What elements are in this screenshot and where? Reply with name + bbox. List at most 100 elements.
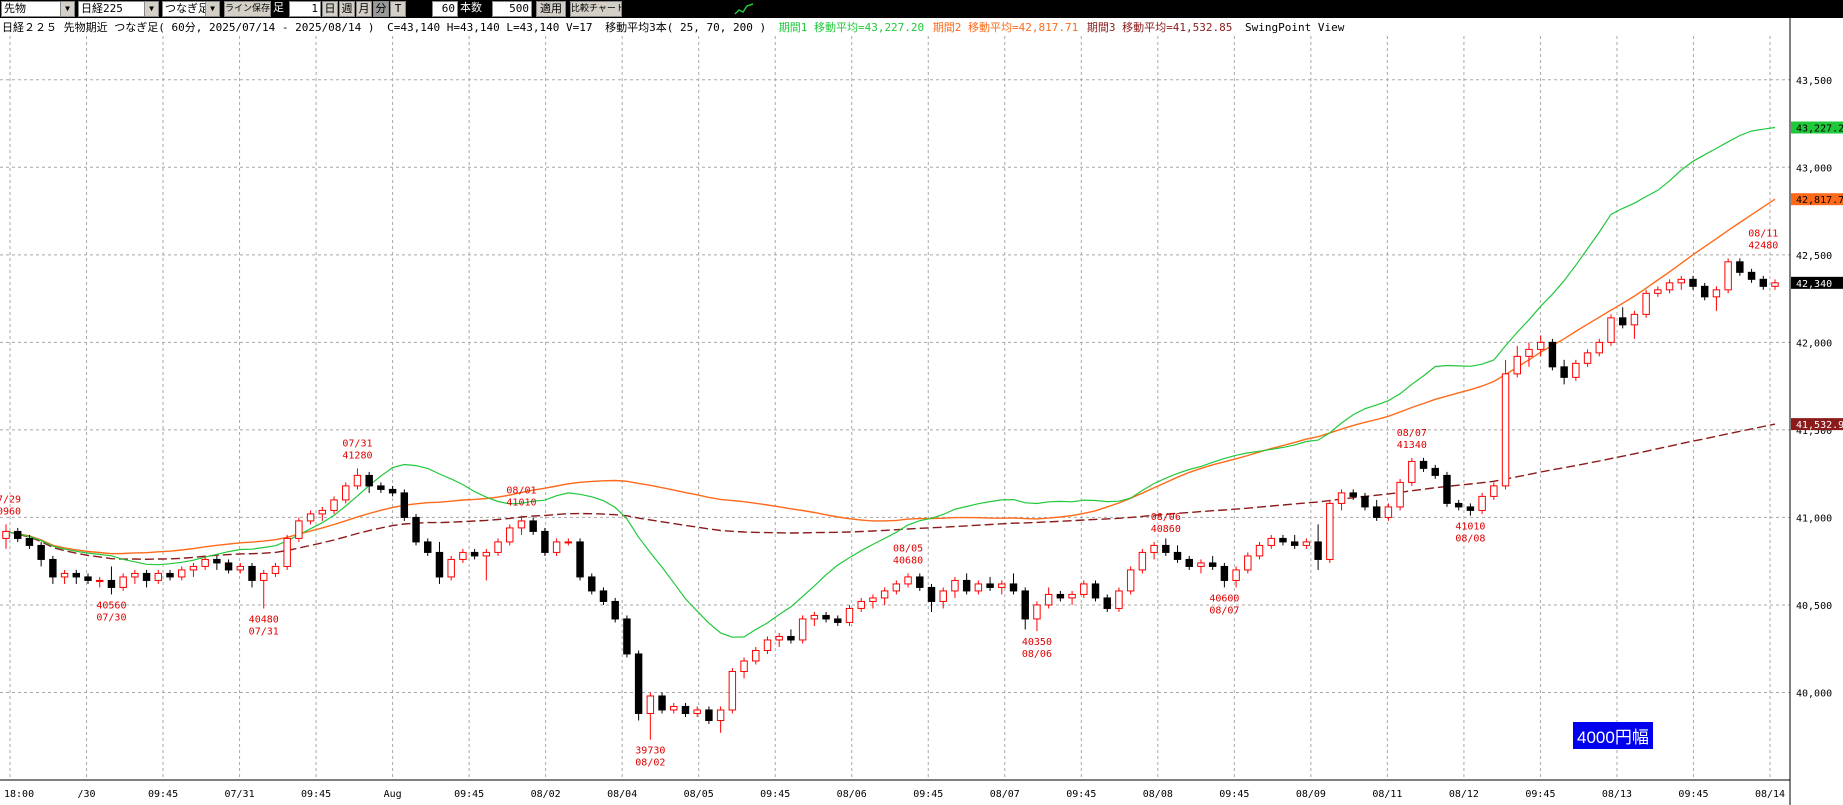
candle-body (1689, 278, 1697, 287)
candle-body (658, 695, 666, 711)
candle-body (1314, 541, 1322, 560)
candle-body (529, 520, 537, 532)
candle-body (986, 583, 994, 588)
candle-body (588, 576, 596, 592)
candle-body (295, 520, 303, 539)
candle-body (834, 618, 842, 623)
apply-button[interactable]: 適用 (536, 1, 566, 17)
period-button-minute[interactable]: 分 (373, 1, 389, 17)
x-tick-label: 08/07 (990, 789, 1020, 800)
candle-body (927, 586, 936, 602)
candle-body (716, 709, 725, 721)
candle-body (107, 579, 116, 588)
candle-body (1009, 583, 1018, 592)
candle-body (13, 530, 22, 539)
candle-body (1583, 352, 1592, 364)
swing-label: 07/31 (249, 626, 279, 637)
candle-body (974, 583, 983, 592)
interval-input[interactable]: 1 (289, 1, 321, 17)
candle-body (962, 579, 971, 592)
type-select[interactable]: つなぎ足 ▼ (162, 1, 220, 17)
candle-body (822, 614, 830, 620)
candle-body (84, 576, 92, 581)
candle-body (1197, 562, 1205, 567)
candle-body (424, 541, 432, 553)
y-tick-label: 43,000 (1796, 163, 1832, 174)
x-tick-label: Aug (384, 789, 402, 800)
candle-body (1654, 289, 1662, 294)
swing-label: 40350 (1022, 637, 1052, 648)
candle-body (37, 544, 45, 560)
swing-label: 40560 (96, 600, 126, 611)
candle-body (904, 576, 912, 585)
candle-body (1033, 604, 1041, 620)
x-tick-label: 09:45 (1678, 789, 1708, 800)
candle-body (201, 558, 209, 567)
candle-body (1747, 271, 1756, 280)
x-tick-label: 08/06 (837, 789, 867, 800)
candle-body (435, 551, 444, 578)
candle-body (1490, 485, 1498, 497)
candle-body (342, 485, 350, 501)
y-tick-labels: 43,500 43,000 42,500 42,000 41,500 41,000 40,5… (1796, 76, 1832, 700)
candle-body (1724, 261, 1732, 291)
swing-label: 41010 (506, 498, 536, 509)
candle-body (787, 635, 795, 641)
save-line-button[interactable]: ライン保存 (224, 1, 271, 17)
candle-body (1255, 544, 1264, 557)
period-button-tick[interactable]: T (390, 1, 406, 17)
x-tick-label: 08/13 (1602, 789, 1632, 800)
candle-body (1396, 481, 1404, 508)
candle-body (869, 597, 877, 602)
candle-body (517, 520, 526, 529)
x-tick-label: 09:45 (454, 789, 484, 800)
candle-body (541, 530, 549, 553)
swing-label: 39730 (635, 746, 665, 757)
y-tick-label: 40,500 (1796, 601, 1832, 612)
swing-label: 42480 (1748, 240, 1778, 251)
swing-label: 08/06 (1022, 649, 1052, 660)
candle-body (1642, 292, 1650, 315)
x-tick-label: 09:45 (301, 789, 331, 800)
candle-body (119, 576, 127, 588)
ma3-readout: 期間3 移動平均=41,532.85 (1086, 21, 1233, 34)
ashi-label: 足 (273, 1, 284, 14)
candle-body (1572, 362, 1580, 378)
candle-body (740, 660, 748, 672)
ma-badge-bg (1791, 193, 1843, 206)
x-tick-label: 09:45 (148, 789, 178, 800)
candle-body (728, 670, 737, 711)
swing-label: 41010 (1455, 522, 1485, 533)
candle-body (1290, 541, 1299, 546)
minutes-input[interactable]: 60 (432, 1, 458, 17)
candle-body (1736, 261, 1744, 273)
candle-body (1431, 467, 1439, 476)
candle-body (939, 590, 947, 602)
period-button-day[interactable]: 日 (322, 1, 338, 17)
compare-chart-button[interactable]: 比較チャート (570, 1, 622, 17)
x-tick-label: 08/05 (684, 789, 714, 800)
candle-body (271, 565, 280, 574)
candle-body (1056, 593, 1065, 599)
market-select-value: 先物 (4, 2, 26, 15)
period-button-month[interactable]: 月 (356, 1, 372, 17)
candle-body (1337, 492, 1346, 504)
candle-body (1220, 565, 1229, 581)
symbol-select[interactable]: 日経225 ▼ (78, 1, 159, 17)
count-input[interactable]: 500 (492, 1, 532, 17)
ma3-series (5, 423, 1776, 561)
candle-body (166, 572, 174, 578)
market-select[interactable]: 先物 ▼ (1, 1, 75, 17)
period-button-week[interactable]: 週 (339, 1, 355, 17)
view-label: SwingPoint View (1245, 21, 1345, 34)
swing-label: 07/31 (342, 438, 372, 449)
candle-body (224, 562, 233, 571)
ma1-readout: 期間1 移動平均=43,227.20 (778, 21, 925, 34)
candle-body (1712, 289, 1721, 298)
candle-body (1630, 313, 1639, 326)
candle-body (880, 590, 889, 599)
candle-body (623, 618, 631, 655)
candle-body (1302, 541, 1311, 546)
candle-body (365, 474, 373, 487)
candle-body (693, 709, 701, 714)
